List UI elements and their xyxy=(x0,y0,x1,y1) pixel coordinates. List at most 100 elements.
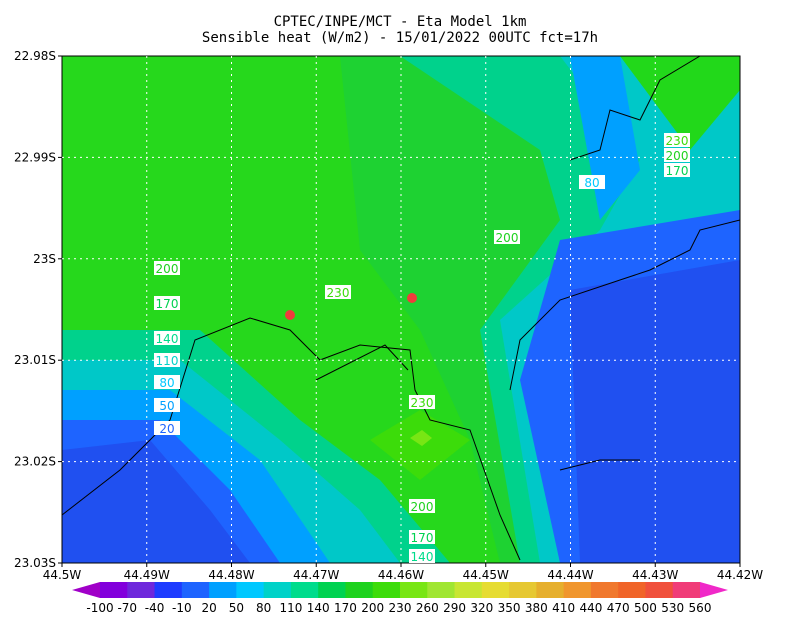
colorbar-box xyxy=(209,582,237,598)
colorbar-box xyxy=(481,582,510,598)
colorbar-box xyxy=(290,582,319,598)
contour-label-box xyxy=(154,353,180,367)
contour-label: 140 xyxy=(156,332,179,346)
overlay: 44.5W 44.49W 44.48W 44.47W 44.46W 44.45W 44.44… xyxy=(14,49,763,615)
colorbar-label: 20 xyxy=(201,601,216,615)
contour-label: 200 xyxy=(496,231,519,245)
lon-tick-label: 44.46W xyxy=(378,568,424,582)
colorbar-box xyxy=(263,582,292,598)
colorbar-label: 80 xyxy=(256,601,271,615)
contour-label: 170 xyxy=(156,297,179,311)
contour-label-box xyxy=(154,296,180,310)
colorbar-label: 350 xyxy=(498,601,521,615)
lon-tick-label: 44.42W xyxy=(717,568,763,582)
colorbar-box xyxy=(181,582,210,598)
contour-label-box xyxy=(409,549,435,563)
colorbar-label: 170 xyxy=(334,601,357,615)
lat-tick-label: 23.01S xyxy=(14,353,56,367)
colorbar-box xyxy=(345,582,374,598)
contour-label: 20 xyxy=(159,422,174,436)
lon-tick-label: 44.45W xyxy=(463,568,509,582)
colorbar-arrow xyxy=(72,582,100,598)
colorbar-box xyxy=(127,582,156,598)
lon-tick-label: 44.48W xyxy=(208,568,254,582)
colorbar-box xyxy=(400,582,428,598)
colorbar-box xyxy=(372,582,401,598)
contour-label-box xyxy=(494,230,520,244)
colorbar-box xyxy=(645,582,674,598)
contour-label: 140 xyxy=(411,550,434,564)
colorbar-box xyxy=(236,582,265,598)
colorbar-box xyxy=(427,582,456,598)
colorbar-label: 290 xyxy=(443,601,466,615)
lon-tick-label: 44.49W xyxy=(124,568,170,582)
colorbar-label: -100 xyxy=(86,601,113,615)
colorbar-label: -40 xyxy=(145,601,165,615)
colorbar-box xyxy=(618,582,646,598)
lat-tick-label: 22.99S xyxy=(14,150,56,164)
contour-label: 200 xyxy=(666,149,689,163)
lon-tick-label: 44.43W xyxy=(632,568,678,582)
colorbar-box xyxy=(509,582,537,598)
contour-label: 200 xyxy=(411,500,434,514)
colorbar-label: 320 xyxy=(470,601,493,615)
title-line: Sensible heat (W/m2) - 15/01/2022 00UTC … xyxy=(202,30,598,46)
colorbar-label: 470 xyxy=(607,601,630,615)
contour-label: 110 xyxy=(156,354,179,368)
contour-label-box xyxy=(325,285,351,299)
colorbar-label: 200 xyxy=(361,601,384,615)
contour-label-box xyxy=(664,148,690,162)
colorbar-label: -70 xyxy=(117,601,137,615)
colorbar-box xyxy=(590,582,619,598)
contour-label-box xyxy=(154,375,180,389)
contour-label: 170 xyxy=(666,164,689,178)
contour-label: 80 xyxy=(584,176,599,190)
contour-label: 230 xyxy=(411,396,434,410)
contour-label-box xyxy=(409,530,435,544)
contour-label: 230 xyxy=(666,134,689,148)
colorbar-label: 230 xyxy=(389,601,412,615)
lon-tick-label: 44.5W xyxy=(43,568,82,582)
colorbar-label: 260 xyxy=(416,601,439,615)
contour-label-box xyxy=(154,261,180,275)
colorbar-box xyxy=(563,582,592,598)
colorbar-label: 380 xyxy=(525,601,548,615)
lat-tick-label: 23S xyxy=(33,252,56,266)
colorbar-box xyxy=(672,582,701,598)
lon-tick-label: 44.44W xyxy=(547,568,593,582)
colorbar-label: 110 xyxy=(279,601,302,615)
lat-tick-label: 23.03S xyxy=(14,556,56,570)
title-line: CPTEC/INPE/MCT - Eta Model 1km xyxy=(274,14,527,30)
contour-label-box xyxy=(579,175,605,189)
colorbar-label: 530 xyxy=(661,601,684,615)
contour-label-box xyxy=(154,398,180,412)
contour-label-box xyxy=(664,133,690,147)
colorbar-label: 50 xyxy=(229,601,244,615)
colorbar-label: 440 xyxy=(579,601,602,615)
colorbar-label: 560 xyxy=(689,601,712,615)
colorbar-label: 500 xyxy=(634,601,657,615)
colorbar-box xyxy=(318,582,346,598)
colorbar-label: 410 xyxy=(552,601,575,615)
contour-label-box xyxy=(154,331,180,345)
contour-label: 230 xyxy=(327,286,350,300)
colorbar-box xyxy=(154,582,183,598)
lat-tick-label: 22.98S xyxy=(14,49,56,63)
colorbar-box xyxy=(100,582,128,598)
contour-label-box xyxy=(154,421,180,435)
lat-tick-label: 23.02S xyxy=(14,455,56,469)
contour-label-box xyxy=(409,499,435,513)
colorbar-arrow xyxy=(700,582,728,598)
contour-label: 170 xyxy=(411,531,434,545)
colorbar-box xyxy=(454,582,483,598)
contour-label: 50 xyxy=(159,399,174,413)
lon-tick-label: 44.47W xyxy=(293,568,339,582)
contour-label: 80 xyxy=(159,376,174,390)
colorbar-label: -10 xyxy=(172,601,192,615)
colorbar-label: 140 xyxy=(307,601,330,615)
contour-label-box xyxy=(409,395,435,409)
contour-label: 200 xyxy=(156,262,179,276)
colorbar-box xyxy=(536,582,565,598)
